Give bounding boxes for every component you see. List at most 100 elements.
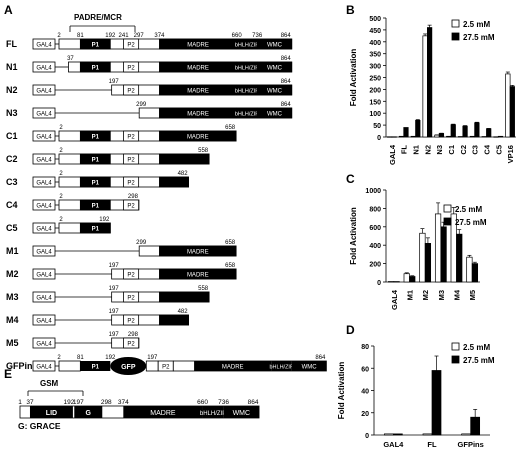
bar xyxy=(383,433,394,436)
bar xyxy=(410,135,416,138)
y-tick-label: 300 xyxy=(369,64,381,71)
gal4-label: GAL4 xyxy=(36,250,52,256)
y-tick-label: 40 xyxy=(361,389,369,396)
p2-label: P2 xyxy=(127,204,135,210)
y-axis-label: Fold Activation xyxy=(349,207,358,265)
y-tick-label: 20 xyxy=(361,411,369,418)
bar xyxy=(440,226,447,283)
wmc-label: WMC xyxy=(233,410,251,417)
residue-number: 192 xyxy=(63,399,74,406)
gal4-label: GAL4 xyxy=(36,273,52,279)
gal4-label: GAL4 xyxy=(36,227,52,233)
residue-number: 241 xyxy=(119,33,130,39)
p1-box xyxy=(79,61,111,73)
construct-name: M1 xyxy=(6,246,19,256)
bar xyxy=(462,125,468,138)
p2-box xyxy=(123,38,140,50)
residue-number: 2 xyxy=(57,33,61,39)
y-tick-label: 200 xyxy=(369,87,381,94)
residue-number: 658 xyxy=(225,240,236,246)
residue-number: 298 xyxy=(101,399,112,406)
gal4-label: GAL4 xyxy=(36,43,52,49)
bhlh-label: bHLH/ZIP xyxy=(235,89,259,95)
bar xyxy=(466,256,473,283)
bar xyxy=(419,232,426,283)
bar xyxy=(461,433,472,436)
bar xyxy=(392,433,403,436)
y-tick-label: 150 xyxy=(369,99,381,106)
construct-row: M1 GAL4 MADRE 299 658 xyxy=(6,240,237,257)
p2-label: P2 xyxy=(127,43,135,49)
residue-number: 2 xyxy=(59,171,63,177)
legend-label: 2.5 mM xyxy=(463,343,490,352)
panel-c-letter: C xyxy=(346,172,355,186)
wmc-box xyxy=(256,84,293,96)
bar xyxy=(450,124,456,138)
panel-e-letter: E xyxy=(4,367,12,381)
bar xyxy=(424,243,432,283)
p1-label: P1 xyxy=(92,135,100,141)
p1-box xyxy=(79,199,111,211)
madre-label: MADRE xyxy=(187,135,209,141)
x-tick-label: GAL4 xyxy=(383,440,404,449)
panel-e-group-label: GSM xyxy=(40,379,59,388)
y-tick-label: 0 xyxy=(377,135,381,142)
residue-number: 660 xyxy=(232,33,243,39)
p1-box xyxy=(80,361,111,371)
residue-number: 1 xyxy=(18,399,22,406)
madre-box xyxy=(159,130,237,142)
construct-name: C4 xyxy=(6,200,18,210)
madre-label: MADRE xyxy=(187,250,209,256)
y-tick-label: 600 xyxy=(369,225,381,232)
residue-number: 37 xyxy=(67,56,74,62)
construct-row: C3 GAL4 P1 P2 2 482 xyxy=(6,171,190,188)
gal4-label: GAL4 xyxy=(36,204,52,210)
residue-number: 2 xyxy=(59,217,63,223)
legend-label: 27.5 mM xyxy=(455,218,487,227)
construct-name: M5 xyxy=(6,338,19,348)
p2-label: P2 xyxy=(127,296,135,302)
y-tick-label: 80 xyxy=(361,344,369,351)
legend-swatch xyxy=(443,204,452,213)
x-tick-label: VP16 xyxy=(506,145,515,163)
p2-box xyxy=(123,291,140,303)
residue-number: 660 xyxy=(197,399,208,406)
p2-box xyxy=(123,153,140,165)
p2-label: P2 xyxy=(127,342,135,348)
wmc-box xyxy=(256,107,293,119)
bar xyxy=(431,370,442,436)
x-tick-label: FL xyxy=(427,440,437,449)
wmc-label: WMC xyxy=(267,66,283,72)
p2-label: P2 xyxy=(127,158,135,164)
construct-row: M2 GAL4 P2 MADRE 197 658 xyxy=(6,263,237,280)
bar xyxy=(457,136,464,138)
construct-row: C4 GAL4 P1 P2 2 298 xyxy=(6,194,140,211)
wmc-box xyxy=(256,61,293,73)
residue-number: 299 xyxy=(136,102,147,108)
construct-row: N2 GAL4 P2 MADRE bHLH/ZIP WMC 197 864 xyxy=(6,79,293,96)
residue-number: 558 xyxy=(198,148,209,154)
x-tick-label: N2 xyxy=(423,145,432,155)
bar xyxy=(403,127,409,138)
residue-number: 2 xyxy=(59,125,63,131)
gal4-label: GAL4 xyxy=(36,66,52,72)
y-tick-label: 400 xyxy=(369,40,381,47)
p1-label: P1 xyxy=(92,158,100,164)
residue-number: 37 xyxy=(26,399,34,406)
p2-box xyxy=(123,84,140,96)
residue-number: 81 xyxy=(77,33,84,39)
bar xyxy=(471,263,479,283)
residue-number: 197 xyxy=(109,263,120,269)
p1-box xyxy=(79,130,111,142)
p1-label: P1 xyxy=(92,66,100,72)
residue-number: 197 xyxy=(109,79,120,85)
bar xyxy=(427,27,433,138)
wmc-label: WMC xyxy=(267,89,283,95)
x-tick-label: N1 xyxy=(412,145,421,155)
construct-name: C2 xyxy=(6,154,18,164)
p2-label: P2 xyxy=(127,135,135,141)
p1-box xyxy=(79,38,111,50)
bar xyxy=(409,276,416,283)
construct-name: FL xyxy=(6,39,17,49)
